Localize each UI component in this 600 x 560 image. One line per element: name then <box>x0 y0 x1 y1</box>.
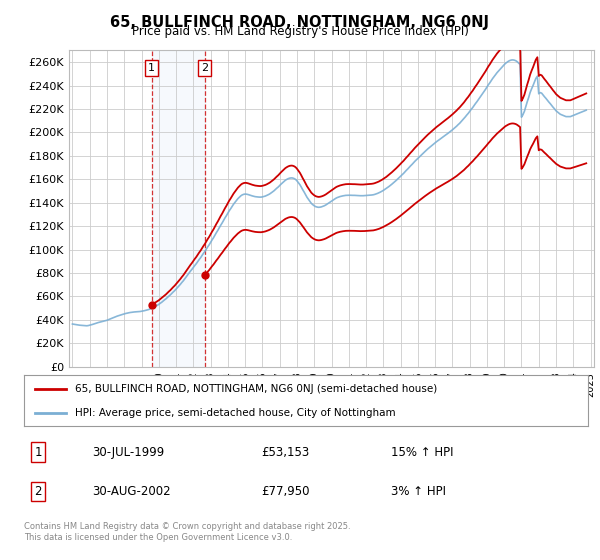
Text: Price paid vs. HM Land Registry's House Price Index (HPI): Price paid vs. HM Land Registry's House … <box>131 25 469 38</box>
Text: Contains HM Land Registry data © Crown copyright and database right 2025.: Contains HM Land Registry data © Crown c… <box>24 522 350 531</box>
Text: 30-AUG-2002: 30-AUG-2002 <box>92 485 170 498</box>
Text: This data is licensed under the Open Government Licence v3.0.: This data is licensed under the Open Gov… <box>24 533 292 542</box>
Text: 1: 1 <box>34 446 42 459</box>
Text: £53,153: £53,153 <box>261 446 309 459</box>
Text: 15% ↑ HPI: 15% ↑ HPI <box>391 446 453 459</box>
Text: 2: 2 <box>34 485 42 498</box>
Text: 2: 2 <box>201 63 208 73</box>
Text: £77,950: £77,950 <box>261 485 310 498</box>
Text: HPI: Average price, semi-detached house, City of Nottingham: HPI: Average price, semi-detached house,… <box>75 408 395 418</box>
Text: 65, BULLFINCH ROAD, NOTTINGHAM, NG6 0NJ (semi-detached house): 65, BULLFINCH ROAD, NOTTINGHAM, NG6 0NJ … <box>75 384 437 394</box>
Text: 3% ↑ HPI: 3% ↑ HPI <box>391 485 446 498</box>
Bar <box>152 50 205 367</box>
Text: 30-JUL-1999: 30-JUL-1999 <box>92 446 164 459</box>
Text: 65, BULLFINCH ROAD, NOTTINGHAM, NG6 0NJ: 65, BULLFINCH ROAD, NOTTINGHAM, NG6 0NJ <box>110 15 490 30</box>
Text: 1: 1 <box>148 63 155 73</box>
